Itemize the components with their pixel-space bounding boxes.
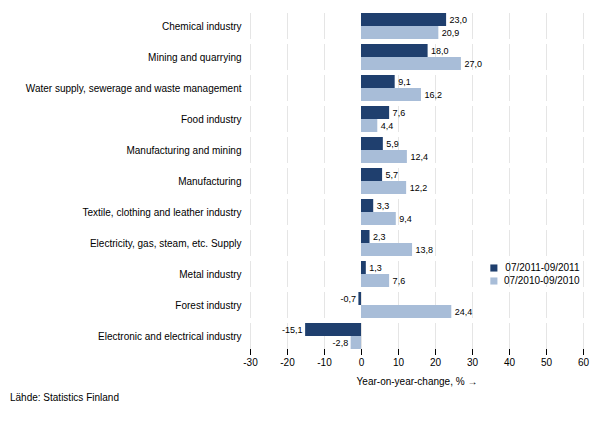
svg-text:-20: -20 <box>280 357 295 368</box>
svg-text:18,0: 18,0 <box>431 46 449 56</box>
svg-text:5,7: 5,7 <box>386 170 399 180</box>
svg-text:23,0: 23,0 <box>450 15 468 25</box>
svg-text:24,4: 24,4 <box>455 307 473 317</box>
svg-text:60: 60 <box>578 357 590 368</box>
svg-text:9,1: 9,1 <box>398 77 411 87</box>
svg-text:Manufacturing and mining: Manufacturing and mining <box>126 145 241 156</box>
svg-text:4,4: 4,4 <box>381 121 394 131</box>
svg-text:2,3: 2,3 <box>373 232 386 242</box>
html-text:Lähde: Statistics Finland: Lähde: Statistics Finland <box>10 392 119 403</box>
svg-text:30: 30 <box>467 357 479 368</box>
svg-text:9,4: 9,4 <box>399 214 412 224</box>
svg-text:12,4: 12,4 <box>410 152 428 162</box>
svg-text:-0,7: -0,7 <box>340 294 356 304</box>
svg-text:20: 20 <box>430 357 442 368</box>
svg-text:Electricity, gas, steam, etc.: Electricity, gas, steam, etc. Supply <box>90 238 242 249</box>
svg-text:Textile, clothing and leather: Textile, clothing and leather industry <box>83 207 242 218</box>
svg-text:07/2011-09/2011: 07/2011-09/2011 <box>505 262 580 273</box>
svg-text:-10: -10 <box>317 357 332 368</box>
svg-text:07/2010-09/2010: 07/2010-09/2010 <box>504 275 580 286</box>
svg-text:7,6: 7,6 <box>393 108 406 118</box>
svg-text:1,3: 1,3 <box>369 263 382 273</box>
svg-text:Electronic and electrical indu: Electronic and electrical industry <box>98 331 241 342</box>
svg-text:Metal industry: Metal industry <box>179 269 241 280</box>
svg-text:Year-on-year-change, % →: Year-on-year-change, % → <box>357 376 478 387</box>
svg-text:10: 10 <box>393 357 405 368</box>
svg-text:27,0: 27,0 <box>464 59 482 69</box>
svg-text:Food industry: Food industry <box>181 114 242 125</box>
svg-text:-15,1: -15,1 <box>282 325 303 335</box>
svg-text:Water supply, sewerage and was: Water supply, sewerage and waste managem… <box>26 83 242 94</box>
svg-text:-2,8: -2,8 <box>333 338 349 348</box>
svg-text:5,9: 5,9 <box>386 139 399 149</box>
svg-text:40: 40 <box>504 357 516 368</box>
svg-text:13,8: 13,8 <box>416 245 434 255</box>
svg-text:-30: -30 <box>243 357 258 368</box>
svg-text:Manufacturing: Manufacturing <box>178 176 241 187</box>
svg-text:Forest industry: Forest industry <box>175 300 241 311</box>
svg-text:16,2: 16,2 <box>424 90 442 100</box>
svg-text:50: 50 <box>541 357 553 368</box>
svg-text:Mining and quarrying: Mining and quarrying <box>148 52 241 63</box>
svg-text:0: 0 <box>359 357 365 368</box>
svg-text:7,6: 7,6 <box>393 276 406 286</box>
svg-text:20,9: 20,9 <box>442 28 460 38</box>
svg-text:Chemical industry: Chemical industry <box>162 21 241 32</box>
svg-text:3,3: 3,3 <box>377 201 390 211</box>
svg-text:12,2: 12,2 <box>410 183 428 193</box>
